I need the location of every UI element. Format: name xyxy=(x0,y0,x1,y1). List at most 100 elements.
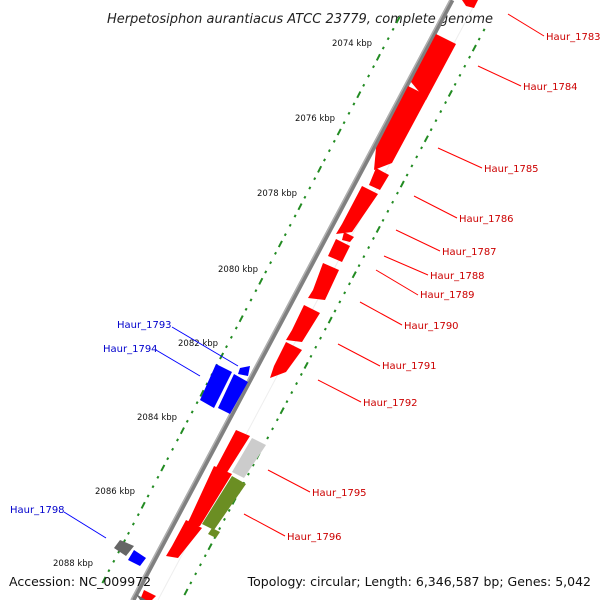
gc-skew-mark xyxy=(195,401,199,405)
gc-skew-mark xyxy=(299,372,303,376)
gene-blue-lower[interactable] xyxy=(128,550,146,566)
gene-haur-1786[interactable] xyxy=(336,186,378,234)
gc-skew-mark xyxy=(203,554,207,558)
gc-skew-mark xyxy=(482,28,486,32)
gc-skew-mark xyxy=(234,326,238,330)
gc-skew-mark xyxy=(156,475,160,479)
gc-skew-mark xyxy=(313,177,317,181)
gc-skew-mark xyxy=(249,298,253,302)
gc-skew-mark xyxy=(288,223,292,227)
left-label-leaders xyxy=(63,326,239,539)
gc-skew-mark xyxy=(285,400,289,404)
forward-strand-genes xyxy=(270,0,478,378)
gc-skew-mark xyxy=(356,91,362,99)
gene-label-haur-1793[interactable]: Haur_1793 xyxy=(117,320,172,331)
gc-skew-mark xyxy=(375,53,381,61)
gene-label-haur-1787[interactable]: Haur_1787 xyxy=(442,247,497,258)
genome-backbone xyxy=(130,0,455,600)
gc-skew-mark xyxy=(223,517,226,521)
gc-skew-mark xyxy=(332,139,336,143)
tick-label: 2084 kbp xyxy=(137,413,177,423)
gc-skew-mark xyxy=(362,255,366,259)
gc-skew-mark xyxy=(275,418,279,422)
gc-skew-mark xyxy=(266,436,270,440)
gc-skew-mark xyxy=(468,55,471,59)
gc-skew-mark xyxy=(238,315,244,323)
gc-skew-mark xyxy=(101,576,107,584)
gene-dark-bottom[interactable] xyxy=(136,594,146,600)
gene-label-haur-1786[interactable]: Haur_1786 xyxy=(459,214,514,225)
gc-skew-mark xyxy=(439,110,443,114)
gene-haur-1790[interactable] xyxy=(286,305,320,342)
gene-haur-1788[interactable] xyxy=(328,239,350,262)
gc-skew-mark xyxy=(199,389,205,397)
gene-haur-1794b[interactable] xyxy=(218,374,248,414)
gene-haur-1798[interactable] xyxy=(114,540,134,556)
gc-skew-mark xyxy=(395,16,401,24)
gene-label-haur-1795[interactable]: Haur_1795 xyxy=(312,488,367,499)
gc-skew-mark xyxy=(391,27,395,31)
gene-haur-1789[interactable] xyxy=(308,263,339,300)
gc-skew-mark xyxy=(244,307,248,311)
gene-haur-1785[interactable] xyxy=(374,86,428,170)
gc-skew-mark xyxy=(176,438,179,442)
gc-skew-mark xyxy=(381,218,385,222)
gene-label-haur-1790[interactable]: Haur_1790 xyxy=(404,321,459,332)
gene-label-haur-1794[interactable]: Haur_1794 xyxy=(103,344,158,355)
gene-olive-tail[interactable] xyxy=(208,528,220,538)
gc-skew-mark xyxy=(151,485,155,489)
gc-skew-mark xyxy=(375,225,381,233)
gene-haur-1786a[interactable] xyxy=(369,168,389,190)
gene-haur-1796[interactable] xyxy=(202,476,246,530)
gc-skew-mark xyxy=(277,240,283,248)
gene-red-lower-1[interactable] xyxy=(210,430,250,478)
gene-label-haur-1792[interactable]: Haur_1792 xyxy=(363,398,418,409)
gc-skew-mark xyxy=(415,155,419,159)
gc-skew-mark xyxy=(136,513,140,517)
gc-skew-mark xyxy=(247,472,250,476)
tick-label: 2076 kbp xyxy=(295,114,335,124)
gc-skew-mark xyxy=(293,214,297,218)
gene-label-haur-1789[interactable]: Haur_1789 xyxy=(420,290,475,301)
genome-summary-text: Topology: circular; Length: 6,346,587 bp… xyxy=(247,574,591,589)
gene-label-haur-1788[interactable]: Haur_1788 xyxy=(430,271,485,282)
gene-label-haur-1785[interactable]: Haur_1785 xyxy=(484,164,539,175)
gc-skew-mark xyxy=(372,65,375,69)
gc-skew-mark xyxy=(405,173,409,177)
gene-label-haur-1798[interactable]: Haur_1798 xyxy=(10,505,65,516)
gc-skew-mark xyxy=(112,559,116,563)
left-gene-labels: Haur_1793 Haur_1794 Haur_1798 xyxy=(10,320,172,516)
gene-red-lower-3[interactable] xyxy=(166,520,202,558)
gene-haur-1783[interactable] xyxy=(462,0,478,8)
gc-skew-mark xyxy=(333,309,337,313)
gene-haur-1784[interactable] xyxy=(411,34,456,100)
lower-forward-genes xyxy=(140,430,250,600)
gene-haur-1793[interactable] xyxy=(238,366,250,376)
gc-skew-mark xyxy=(199,563,202,567)
gene-haur-1791[interactable] xyxy=(270,342,302,378)
gene-label-haur-1783[interactable]: Haur_1783 xyxy=(546,32,600,43)
gene-red-bottom[interactable] xyxy=(140,590,156,600)
gene-haur-1794[interactable] xyxy=(200,364,232,408)
gc-skew-mark xyxy=(166,457,170,461)
gc-skew-mark xyxy=(386,209,390,213)
gene-label-haur-1791[interactable]: Haur_1791 xyxy=(382,361,437,372)
gc-skew-mark xyxy=(471,44,477,52)
gc-skew-mark xyxy=(140,501,146,509)
gc-skew-mark xyxy=(343,291,347,295)
gc-skew-mark xyxy=(205,382,209,386)
gc-skew-mark xyxy=(107,569,111,573)
gc-skew-mark xyxy=(207,543,213,551)
gc-skew-mark xyxy=(453,82,457,86)
gc-skew-mark xyxy=(227,508,231,512)
right-gene-labels: Haur_1783 Haur_1784 Haur_1785 Haur_1786 … xyxy=(287,32,600,543)
gc-skew-mark xyxy=(189,581,193,585)
gene-label-haur-1796[interactable]: Haur_1796 xyxy=(287,532,342,543)
gene-red-lower-2[interactable] xyxy=(184,466,232,530)
gc-skew-mark xyxy=(423,135,429,143)
gc-skew-mark xyxy=(458,73,462,77)
gene-label-haur-1784[interactable]: Haur_1784 xyxy=(523,82,578,93)
gene-haur-1795[interactable] xyxy=(232,438,266,478)
gene-haur-1787[interactable] xyxy=(342,232,354,242)
